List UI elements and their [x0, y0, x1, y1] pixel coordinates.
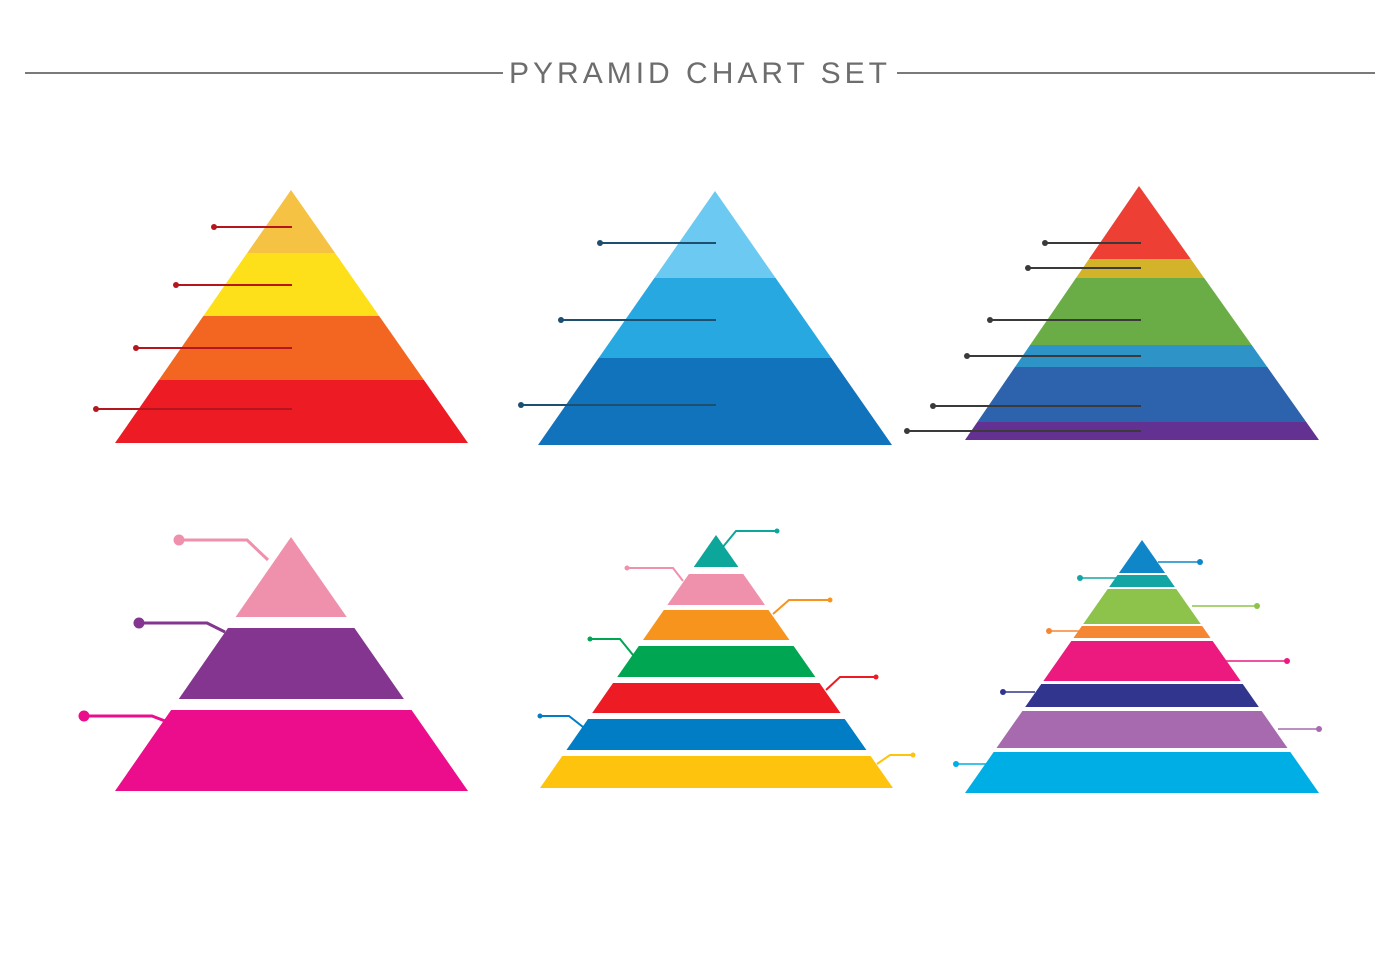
leader-line [772, 599, 830, 615]
page-title: PYRAMID CHART SET [509, 57, 891, 90]
leader-dot [587, 636, 593, 642]
leader-dot [1025, 265, 1031, 271]
leader-dot [1284, 658, 1290, 664]
leader-dot [1197, 559, 1203, 565]
pyramid-layer [667, 574, 765, 605]
leader-line [84, 714, 166, 723]
pyramid-layer [178, 628, 404, 699]
leader-dot [78, 710, 90, 722]
leader-dot [910, 752, 916, 758]
leader-dot [873, 674, 879, 680]
leader-dot [930, 403, 936, 409]
leader-line [825, 676, 876, 691]
pyramid-layer [654, 191, 776, 278]
pyramid-pink-tiers [78, 534, 468, 791]
pyramid-stacked-bands [537, 528, 916, 788]
pyramid-layer [1088, 186, 1191, 259]
leader-line [876, 754, 913, 765]
pyramid-layer [996, 711, 1288, 748]
pyramid-layer [592, 683, 841, 713]
leader-dot [93, 406, 99, 412]
leader-dot [904, 428, 910, 434]
pyramid-layer [977, 367, 1307, 422]
title-rule-left [25, 72, 503, 74]
leader-dot [827, 597, 833, 603]
leader-dot [953, 761, 959, 767]
pyramid-layer [1015, 345, 1268, 367]
pyramid-layer [965, 752, 1319, 793]
pyramid-layer [693, 535, 739, 567]
leader-dot [1316, 726, 1322, 732]
leader-line [721, 530, 777, 549]
leader-line [139, 621, 226, 634]
leader-dot [518, 402, 524, 408]
pyramid-layer [1043, 641, 1241, 681]
leader-dot [133, 345, 139, 351]
pyramid-multicolor-bands [953, 540, 1322, 793]
pyramid-layer [598, 278, 832, 358]
pyramid-layer [965, 422, 1319, 440]
header: PYRAMID CHART SET [0, 0, 1400, 130]
leader-dot [133, 617, 145, 629]
leader-line [627, 567, 684, 582]
pyramid-layer [1083, 589, 1201, 624]
leader-line [590, 638, 634, 656]
leader-dot [1077, 575, 1083, 581]
leader-dot [597, 240, 603, 246]
leader-dot [1254, 603, 1260, 609]
pyramid-blue [518, 191, 892, 445]
pyramid-layer [247, 190, 336, 253]
title-rule-right [897, 72, 1375, 74]
pyramid-layer [235, 537, 347, 617]
pyramid-layer [642, 610, 790, 640]
pyramid-warm [93, 190, 468, 443]
pyramid-layer [1025, 684, 1259, 707]
leader-line [540, 715, 584, 728]
leader-dot [1042, 240, 1048, 246]
pyramid-layer [617, 646, 816, 677]
pyramid-layer [538, 358, 892, 445]
pyramid-rainbow [904, 186, 1319, 440]
leader-dot [558, 317, 564, 323]
pyramid-layer [540, 756, 893, 788]
pyramid-layer [1118, 540, 1166, 573]
leader-dot [211, 224, 217, 230]
leader-dot [173, 534, 185, 546]
leader-dot [1000, 689, 1006, 695]
pyramid-layer [115, 380, 468, 443]
leader-dot [173, 282, 179, 288]
pyramid-layer [1109, 575, 1175, 587]
pyramid-layer [1073, 626, 1211, 638]
pyramid-layer [566, 719, 867, 750]
pyramid-layer [1030, 278, 1252, 345]
leader-dot [987, 317, 993, 323]
leader-dot [624, 565, 630, 571]
leader-dot [964, 353, 970, 359]
pyramid-layer [115, 710, 468, 791]
leader-dot [774, 528, 780, 534]
leader-dot [1046, 628, 1052, 634]
leader-dot [537, 713, 543, 719]
leader-line [179, 538, 270, 562]
